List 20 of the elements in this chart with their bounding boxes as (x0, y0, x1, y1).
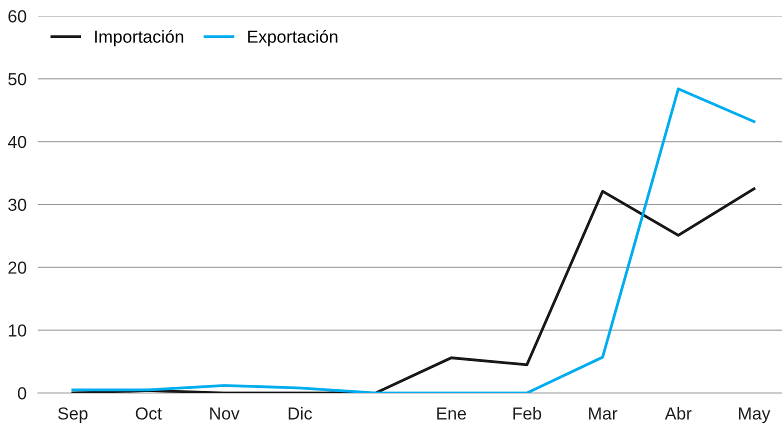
legend-label: Exportación (248, 30, 338, 46)
legend-label: Importación (95, 30, 184, 46)
y-tick-label: 10 (8, 324, 26, 337)
x-tick-label: Feb (513, 406, 542, 420)
x-tick-label: Sep (58, 407, 88, 424)
line-series (71, 87, 756, 393)
x-tick-label: Abr (664, 406, 692, 420)
x-tick-label: Dic (288, 406, 312, 420)
y-tick-label: 30 (8, 198, 26, 211)
x-tick-label: Ene (437, 408, 466, 420)
y-tick-label: 50 (8, 73, 26, 86)
y-tick-label: 20 (8, 262, 26, 274)
line-series (71, 187, 756, 393)
y-tick-label: 60 (8, 10, 26, 22)
y-tick-label: 40 (8, 136, 26, 148)
x-tick-label: Mar (589, 408, 618, 420)
y-tick-label: 0 (18, 387, 26, 400)
x-tick-label: May (739, 408, 770, 424)
x-tick-label: Oct (136, 407, 162, 420)
x-tick-label: Nov (210, 408, 240, 420)
